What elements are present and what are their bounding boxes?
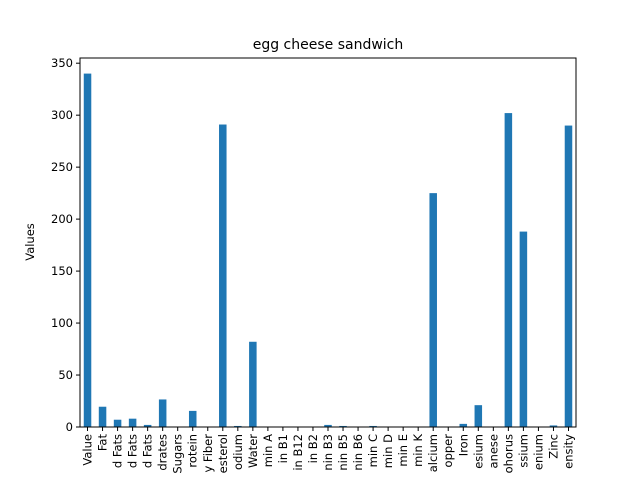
x-tick-label-17: nin B5 bbox=[336, 434, 350, 471]
x-tick-label-18: nin B6 bbox=[351, 434, 365, 471]
x-tick-label-10: odium bbox=[231, 434, 245, 470]
x-tick-label-24: opper bbox=[441, 434, 455, 468]
plot-frame bbox=[79, 57, 577, 428]
y-axis: 0 50 100 150 200 250 300 350 bbox=[51, 56, 80, 434]
y-tick-label-4: 200 bbox=[51, 212, 73, 226]
bar-25 bbox=[459, 423, 468, 427]
bar-31 bbox=[549, 425, 558, 427]
bar-0 bbox=[83, 73, 92, 427]
x-tick-label-21: min E bbox=[396, 434, 410, 467]
x-tick-label-20: min D bbox=[381, 434, 395, 468]
y-tick-label-3: 150 bbox=[51, 264, 73, 278]
y-tick-label-2: 100 bbox=[51, 316, 73, 330]
bar-9 bbox=[219, 124, 227, 428]
bar-32 bbox=[564, 125, 573, 427]
x-tick-label-4: d Fats bbox=[141, 434, 155, 468]
bar-2 bbox=[113, 419, 122, 427]
y-axis-label: Values bbox=[23, 223, 37, 261]
bar-10 bbox=[234, 425, 242, 427]
bar-7 bbox=[188, 410, 197, 427]
bar-23 bbox=[429, 193, 437, 427]
x-tick-label-16: nin B3 bbox=[321, 434, 335, 471]
bar-1 bbox=[98, 406, 107, 427]
x-tick-label-32: ensity bbox=[561, 434, 575, 469]
bar-5 bbox=[158, 399, 167, 427]
x-tick-label-1: Fat bbox=[96, 434, 110, 452]
x-tick-label-13: in B1 bbox=[276, 434, 290, 463]
x-tick-label-3: d Fats bbox=[126, 434, 140, 468]
x-tick-label-22: min K bbox=[411, 434, 425, 467]
bar-17 bbox=[339, 425, 347, 427]
x-tick-label-15: in B2 bbox=[306, 434, 320, 463]
bar-3 bbox=[128, 418, 137, 427]
chart-title: egg cheese sandwich bbox=[253, 37, 404, 53]
x-tick-label-23: alcium bbox=[426, 434, 440, 472]
y-tick-label-7: 350 bbox=[51, 56, 73, 70]
x-tick-label-9: esterol bbox=[216, 434, 230, 473]
x-tick-label-27: anese bbox=[486, 434, 500, 468]
x-tick-label-6: Sugars bbox=[171, 434, 185, 474]
x-tick-label-5: drates bbox=[156, 434, 170, 471]
bar-28 bbox=[504, 113, 513, 427]
x-tick-label-30: enium bbox=[531, 434, 545, 470]
x-tick-label-0: Value bbox=[81, 434, 95, 466]
x-tick-label-14: in B12 bbox=[291, 434, 305, 471]
x-tick-label-25: Iron bbox=[456, 434, 470, 456]
y-tick-label-6: 300 bbox=[51, 108, 73, 122]
x-tick-label-8: y Fiber bbox=[201, 434, 215, 473]
x-tick-label-12: min A bbox=[261, 434, 275, 467]
x-tick-label-29: ssium bbox=[516, 434, 530, 468]
y-tick-label-5: 250 bbox=[51, 160, 73, 174]
bar-16 bbox=[324, 424, 332, 427]
x-tick-label-19: min C bbox=[366, 434, 380, 467]
x-tick-label-11: Water bbox=[246, 434, 260, 468]
bar-26 bbox=[474, 405, 483, 427]
x-axis: Value Fat d Fats d Fats d Fats drates Sugars ro… bbox=[81, 427, 575, 474]
x-tick-label-2: d Fats bbox=[111, 434, 125, 468]
x-tick-label-7: rotein bbox=[186, 434, 200, 468]
bar-29 bbox=[519, 231, 528, 427]
x-tick-label-31: Zinc bbox=[546, 434, 560, 459]
y-tick-label-1: 50 bbox=[58, 368, 73, 382]
bar-4 bbox=[143, 424, 152, 427]
y-tick-label-0: 0 bbox=[66, 420, 73, 434]
bars-group bbox=[83, 73, 573, 428]
bar-19 bbox=[369, 425, 377, 427]
x-tick-label-26: esium bbox=[471, 434, 485, 469]
bar-11 bbox=[249, 341, 257, 427]
x-tick-label-28: ohorus bbox=[501, 434, 515, 473]
